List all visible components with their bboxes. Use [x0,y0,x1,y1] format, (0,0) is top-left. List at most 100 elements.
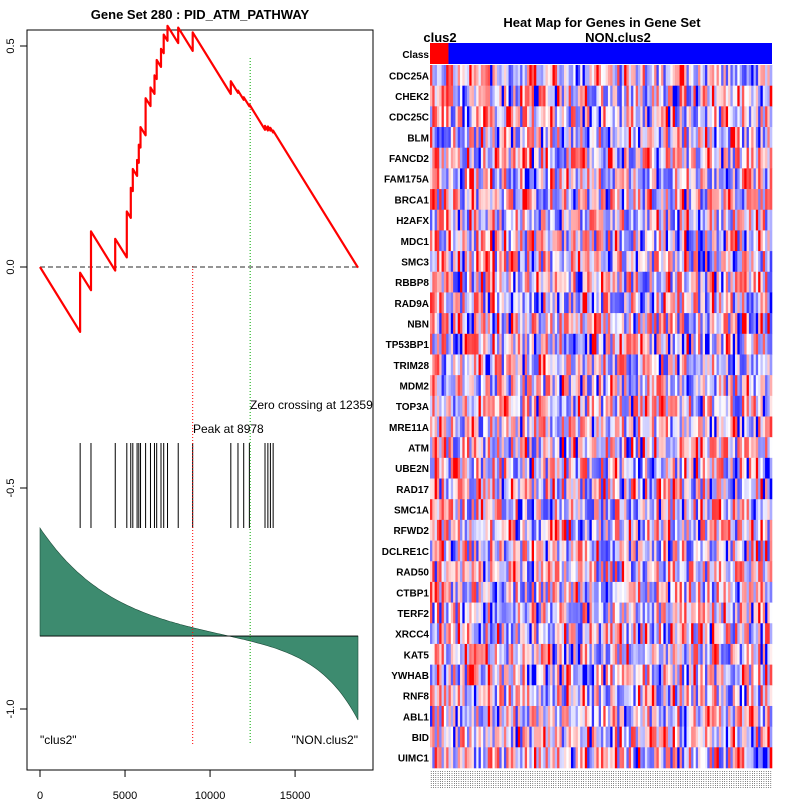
heatmap-cell [480,375,484,397]
heatmap-cell [668,292,671,314]
heatmap-cell [568,395,572,417]
heatmap-cell [436,685,440,707]
heatmap-cell [702,664,706,686]
heatmap-cell [453,561,456,583]
heatmap-cell [758,643,761,665]
heatmap-cell [462,251,465,273]
heatmap-cell [610,561,613,583]
heatmap-cell [704,271,708,293]
heatmap-cell [702,189,706,211]
heatmap-cell [744,685,747,707]
heatmap-cell [492,705,495,727]
heatmap-cell [744,209,747,231]
heatmap-cell [700,85,703,107]
heatmap-cell [723,726,727,748]
heatmap-cell [748,375,752,397]
heatmap-cell [601,292,604,314]
heatmap-cell [527,85,530,107]
heatmap-cell [596,437,599,459]
heatmap-cell [621,519,625,541]
heatmap-cell [658,705,662,727]
heatmap-cell [480,251,484,273]
heatmap-cell [748,209,752,231]
heatmap-cell [529,127,532,149]
heatmap-cell [769,209,773,231]
heatmap-cell [755,313,759,335]
heatmap-cell [617,106,620,128]
heatmap-cell [700,271,703,293]
heatmap-cell [721,685,724,707]
heatmap-cell [462,643,465,665]
heatmap-cell [640,685,643,707]
heatmap-cell [767,643,770,665]
heatmap-cell [644,623,648,645]
heatmap-cell [700,416,703,438]
heatmap-cell [443,168,447,190]
heatmap-cell [483,106,486,128]
heatmap-cell [656,581,660,603]
heatmap-cell [695,685,699,707]
heatmap-cell [550,478,553,500]
heatmap-cell [566,705,569,727]
heatmap-cell [748,519,752,541]
heatmap-cell [686,189,690,211]
heatmap-cell [624,106,627,128]
heatmap-cell [483,602,486,624]
heatmap-cell [711,643,715,665]
heatmap-cell [430,602,433,624]
heatmap-cell [612,664,616,686]
heatmap-cell [637,499,641,521]
heatmap-cell [469,333,472,355]
heatmap-cell [443,147,447,169]
heatmap-cell [455,602,459,624]
heatmap-cell [591,147,595,169]
heatmap-cell [492,581,495,603]
heatmap-cell [471,705,475,727]
heatmap-cell [554,395,558,417]
heatmap-cell [700,313,703,335]
heatmap-cell [577,127,581,149]
heatmap-cell [506,561,509,583]
heatmap-cell [455,354,459,376]
heatmap-cell [439,623,442,645]
heatmap-cell [460,457,463,479]
heatmap-cell [661,209,664,231]
heatmap-cell [619,499,623,521]
heatmap-cell [598,271,602,293]
heatmap-cell [684,623,687,645]
heatmap-cell [651,705,655,727]
heatmap-cell [730,437,734,459]
heatmap-cell [566,623,569,645]
heatmap-cell [767,168,770,190]
heatmap-cell [510,354,514,376]
heatmap-cell [598,664,602,686]
heatmap-cell [642,313,646,335]
heatmap-cell [543,581,546,603]
heatmap-cell [732,375,736,397]
heatmap-cell [492,230,495,252]
heatmap-cell [704,602,708,624]
heatmap-cell [679,147,683,169]
heatmap-cell [441,251,445,273]
heatmap-cell [478,292,482,314]
heatmap-cell [769,395,773,417]
heatmap-cell [485,271,489,293]
heatmap-cell [577,354,581,376]
heatmap-cell [721,127,724,149]
heatmap-cell [605,209,609,231]
heatmap-cell [506,251,509,273]
heatmap-cell [668,437,671,459]
heatmap-cell [728,65,731,86]
heatmap-cell [647,65,650,86]
heatmap-cell [573,209,576,231]
heatmap-cell [765,499,768,521]
heatmap-cell [596,292,599,314]
heatmap-cell [649,271,653,293]
heatmap-cell [483,85,486,107]
heatmap-cell [478,168,482,190]
heatmap-cell [497,106,500,128]
heatmap-cell [513,354,516,376]
heatmap-cell [538,333,542,355]
heatmap-cell [607,499,611,521]
heatmap-cell [480,333,484,355]
